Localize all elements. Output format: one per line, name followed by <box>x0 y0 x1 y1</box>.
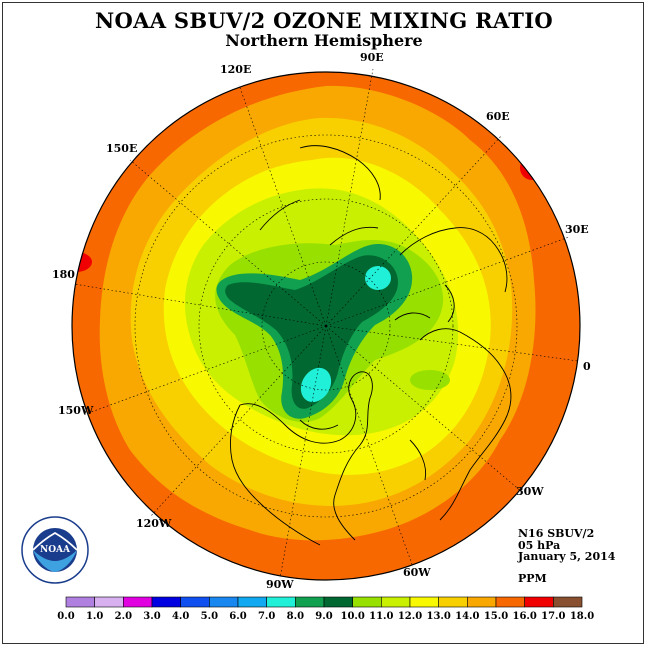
colorbar-tick-label: 15.0 <box>484 611 508 622</box>
colorbar-tick-label: 4.0 <box>172 611 189 622</box>
lon-label-30e: 30E <box>565 223 589 236</box>
colorbar-swatch <box>295 596 325 608</box>
colorbar-tick-label: 18.0 <box>570 611 594 622</box>
colorbar-tick-label: 9.0 <box>315 611 332 622</box>
contour-7-8-south <box>300 367 332 403</box>
coastlines <box>229 145 512 546</box>
colorbar-swatch <box>524 596 554 608</box>
colorbar-tick-label: 3.0 <box>143 611 160 622</box>
colorbar-tick-label: 7.0 <box>258 611 275 622</box>
colorbar-tick-label: 11.0 <box>369 611 393 622</box>
colorbar-swatch <box>180 596 210 608</box>
colorbar-tick-label: 10.0 <box>340 611 364 622</box>
lon-label-120e: 120E <box>220 63 251 76</box>
lon-label-0: 0 <box>583 360 591 373</box>
colorbar-tick-label: 1.0 <box>86 611 103 622</box>
lon-label-60w: 60W <box>403 566 431 579</box>
lon-label-120w: 120W <box>136 517 172 530</box>
lon-label-180: 180 <box>52 268 75 281</box>
colorbar: 0.0 1.0 2.0 3.0 4.0 5.0 6.0 7.0 8.0 9.0 10.0 11.0 12… <box>57 596 594 622</box>
colorbar-tick-label: 2.0 <box>115 611 132 622</box>
colorbar-swatch <box>123 596 153 608</box>
colorbar-swatch <box>94 596 124 608</box>
ozone-field <box>72 72 580 580</box>
lon-label-90w: 90W <box>266 578 294 591</box>
colorbar-swatch <box>352 596 382 608</box>
contour-8-9-dark <box>225 255 398 409</box>
date-label: January 5, 2014 <box>518 550 616 563</box>
colorbar-tick-label: 5.0 <box>201 611 218 622</box>
colorbar-swatch <box>266 596 296 608</box>
colorbar-swatch <box>323 596 353 608</box>
colorbar-swatch <box>151 596 181 608</box>
logo-text: NOAA <box>40 545 71 555</box>
longitude-labels: 90E 60E 30E 0 30W 60W 90W 120W 150W 180 … <box>52 51 591 591</box>
units-label: PPM <box>518 572 547 585</box>
colorbar-swatch <box>409 596 439 608</box>
satellite-label: N16 SBUV/2 <box>518 527 595 540</box>
colorbar-swatch <box>467 596 497 608</box>
colorbar-swatch <box>495 596 525 608</box>
noaa-logo: NOAA <box>21 516 89 584</box>
colorbar-swatch <box>237 596 267 608</box>
page-subtitle: Northern Hemisphere <box>225 31 423 50</box>
map-border <box>71 71 581 581</box>
page-title: NOAA SBUV/2 OZONE MIXING RATIO <box>95 8 553 33</box>
colorbar-swatch <box>553 596 583 608</box>
colorbar-tick-label: 6.0 <box>229 611 246 622</box>
colorbar-tick-label: 16.0 <box>512 611 536 622</box>
colorbar-tick-label: 0.0 <box>57 611 74 622</box>
lon-label-30w: 30W <box>516 485 544 498</box>
colorbar-tick-label: 13.0 <box>426 611 450 622</box>
colorbar-tick-label: 8.0 <box>287 611 304 622</box>
colorbar-tick-label: 17.0 <box>541 611 565 622</box>
colorbar-tick-label: 14.0 <box>455 611 479 622</box>
colorbar-tick-label: 12.0 <box>398 611 422 622</box>
colorbar-swatch <box>209 596 239 608</box>
colorbar-swatch <box>438 596 468 608</box>
colorbar-swatch <box>381 596 411 608</box>
pressure-level-label: 05 hPa <box>518 539 561 552</box>
contour-7-8-north <box>365 266 391 290</box>
lon-label-150e: 150E <box>106 142 137 155</box>
graticule <box>73 68 579 579</box>
lon-label-90e: 90E <box>360 51 384 64</box>
colorbar-swatch <box>65 596 95 608</box>
lon-label-150w: 150W <box>58 404 94 417</box>
lon-label-60e: 60E <box>486 110 510 123</box>
contour-10-11-spot <box>410 370 450 390</box>
